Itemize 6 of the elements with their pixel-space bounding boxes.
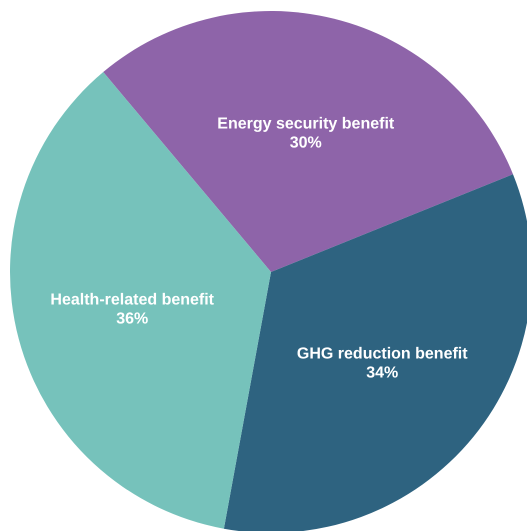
data-label: 36% bbox=[116, 310, 148, 328]
slice-label: Energy security benefit bbox=[217, 116, 395, 133]
slice-label: GHG reduction benefit bbox=[296, 346, 468, 363]
data-label: 30% bbox=[290, 134, 322, 152]
data-label: 34% bbox=[366, 364, 398, 382]
slice-label: Health-related benefit bbox=[50, 292, 215, 309]
